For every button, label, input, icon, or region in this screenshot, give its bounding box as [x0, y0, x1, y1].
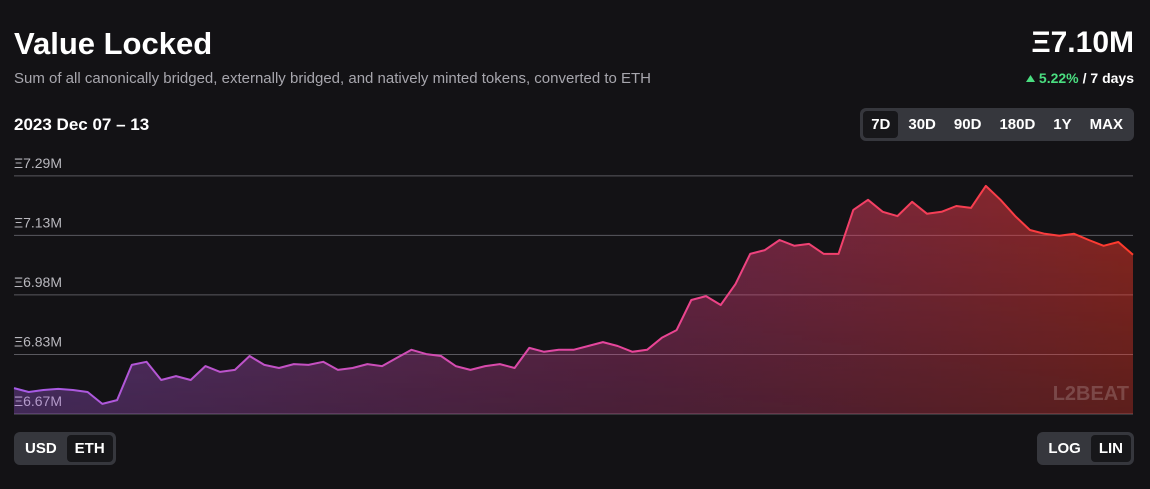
subtitle: Sum of all canonically bridged, external…: [14, 70, 652, 87]
change-value: 5.22%: [1038, 70, 1079, 86]
range-button[interactable]: 7D: [863, 111, 899, 138]
range-button[interactable]: 1Y: [1053, 116, 1072, 133]
scale-button[interactable]: LOG: [1048, 440, 1081, 457]
y-tick-label: Ξ6.98M: [14, 274, 62, 290]
scale-button[interactable]: LIN: [1090, 435, 1131, 462]
range-button[interactable]: 30D: [908, 116, 936, 133]
scale-buttons: LOG LIN: [1037, 432, 1134, 465]
unit-button[interactable]: USD: [25, 440, 57, 457]
range-button[interactable]: 180D: [999, 116, 1036, 133]
total-value: Ξ7.10M: [1031, 26, 1134, 59]
area-fill: [14, 185, 1133, 414]
range-button[interactable]: 90D: [953, 116, 982, 133]
y-tick-label: Ξ7.29M: [14, 155, 62, 171]
unit-button[interactable]: ETH: [66, 435, 113, 462]
up-arrow: [1025, 74, 1035, 82]
change-row: 5.22% / 7 days: [1025, 70, 1134, 86]
title: Value Locked: [14, 26, 213, 61]
watermark: L2BEAT: [1053, 383, 1129, 405]
change-period: / 7 days: [1082, 70, 1134, 86]
y-tick-label: Ξ6.83M: [14, 333, 62, 349]
y-tick-label: Ξ7.13M: [14, 214, 62, 230]
line: [13, 184, 1134, 405]
range-buttons: 7D 30D 90D 180D 1Y MAX: [860, 108, 1134, 141]
range-button[interactable]: MAX: [1089, 116, 1123, 133]
unit-buttons: USD ETH: [14, 432, 116, 465]
date-range: 2023 Dec 07 – 13: [14, 115, 150, 134]
